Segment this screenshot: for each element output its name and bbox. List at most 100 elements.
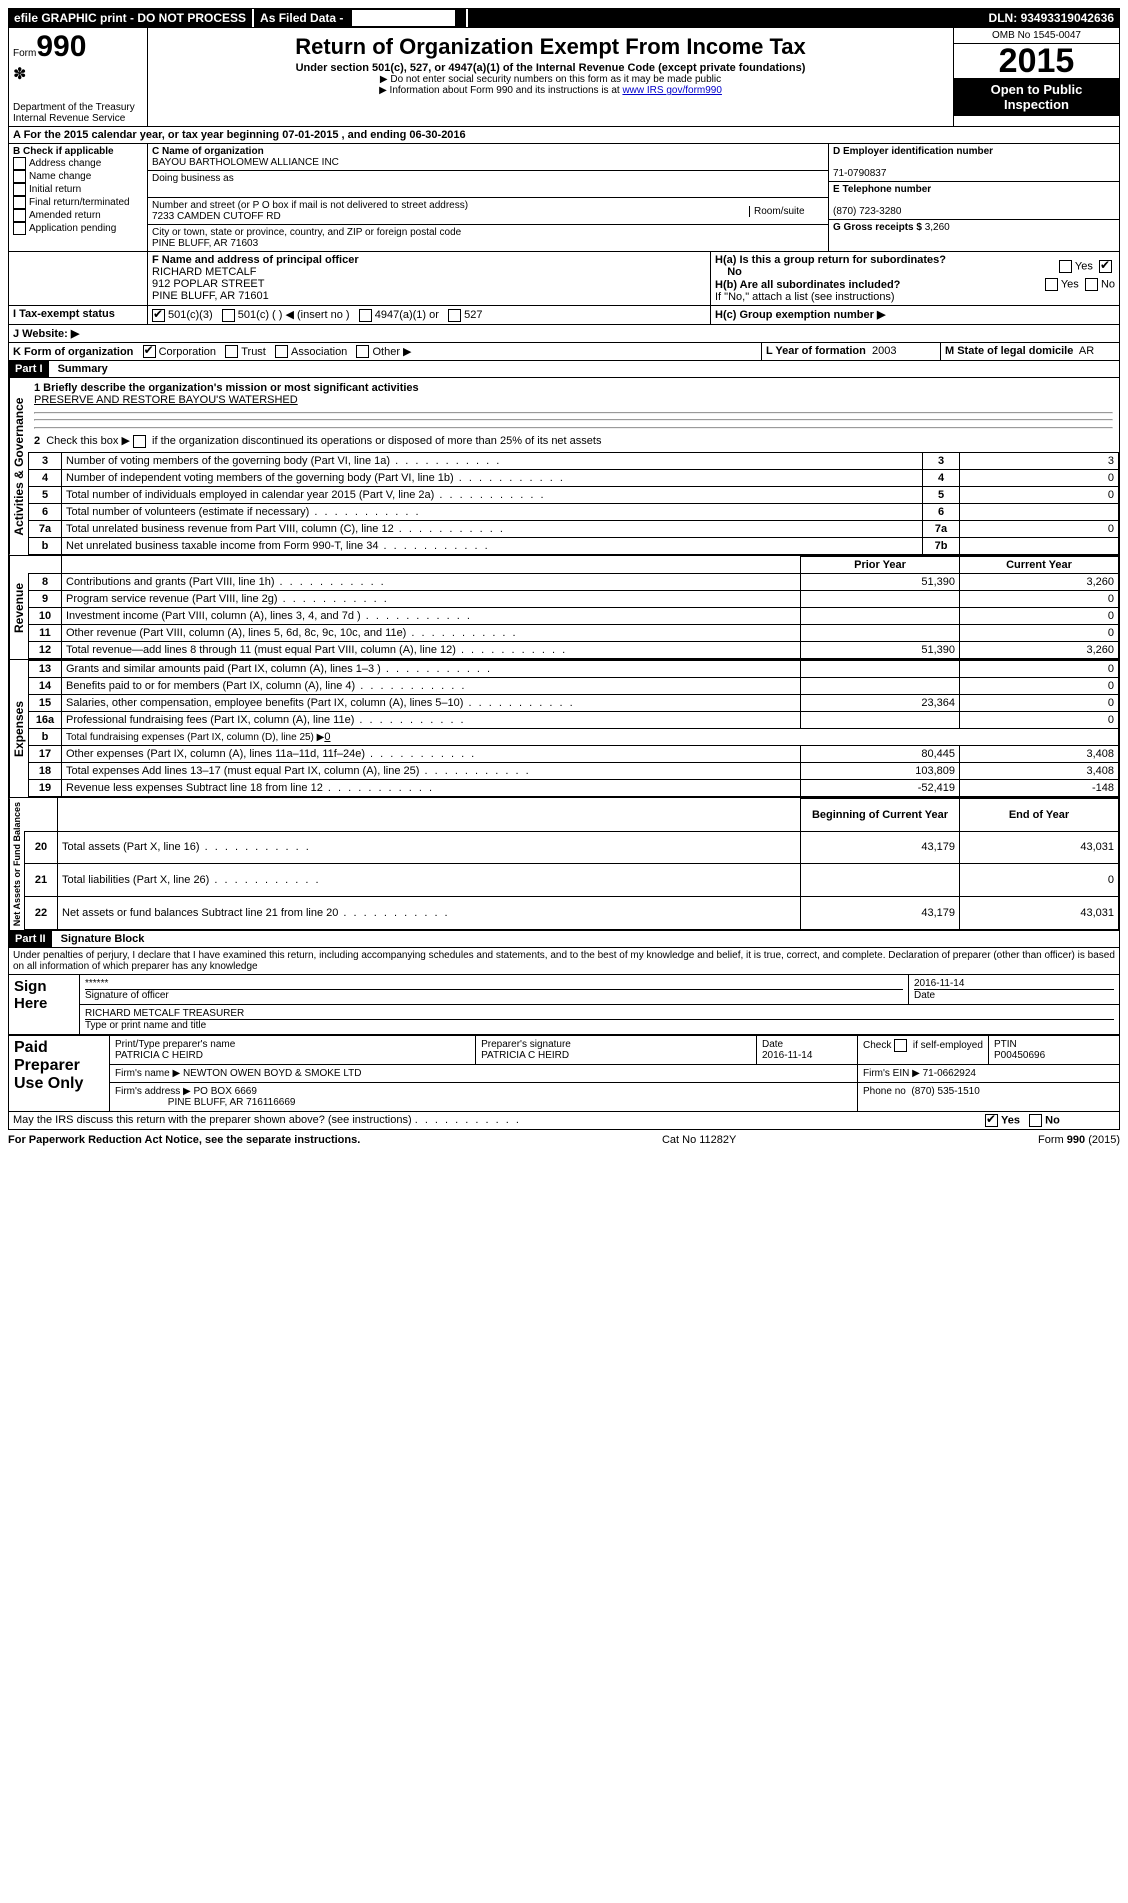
h-a-no: No: [727, 266, 742, 278]
irs-link[interactable]: www IRS gov/form990: [622, 85, 721, 96]
ptin-value: P00450696: [994, 1050, 1045, 1061]
firm-addr-label: Firm's address ▶: [115, 1086, 191, 1097]
527-label: 527: [464, 309, 482, 321]
note-info-pre: ▶ Information about Form 990 and its ins…: [379, 85, 622, 96]
city-state-zip: PINE BLUFF, AR 71603: [152, 238, 258, 249]
room-label: Room/suite: [754, 206, 805, 217]
side-net: Net Assets or Fund Balances: [9, 798, 24, 930]
line-a-end: 06-30-2016: [409, 129, 465, 141]
footer: For Paperwork Reduction Act Notice, see …: [8, 1130, 1120, 1146]
section-bcd: B Check if applicable Address changeName…: [8, 144, 1120, 252]
box-deg: D Employer identification number 71-0790…: [828, 144, 1119, 251]
p1-l1: 1 Briefly describe the organization's mi…: [34, 382, 419, 394]
officer-street: 912 POPLAR STREET: [152, 278, 265, 290]
footer-mid: Cat No 11282Y: [662, 1134, 736, 1146]
box-k-label: K Form of organization: [13, 346, 133, 358]
501c-box[interactable]: [222, 309, 235, 322]
subtitle: Under section 501(c), 527, or 4947(a)(1)…: [152, 62, 949, 74]
box-b-header: B Check if applicable: [13, 146, 143, 157]
note-ssn: ▶ Do not enter social security numbers o…: [152, 74, 949, 85]
dept-treasury: Department of the Treasury: [13, 102, 143, 113]
box-b-item: Name change: [13, 170, 143, 183]
efile-text: efile GRAPHIC print - DO NOT PROCESS: [8, 9, 254, 27]
main-title: Return of Organization Exempt From Incom…: [152, 34, 949, 60]
firm-ein-label: Firm's EIN ▶: [863, 1068, 920, 1079]
discuss-row: May the IRS discuss this return with the…: [8, 1112, 1120, 1130]
prep-sig-label: Preparer's signature: [481, 1039, 571, 1050]
phone-value: (870) 723-3280: [833, 206, 901, 217]
officer-city: PINE BLUFF, AR 71601: [152, 290, 269, 302]
dln: DLN: 93493319042636: [983, 9, 1120, 27]
h-b-no-box[interactable]: [1085, 278, 1098, 291]
assoc-box[interactable]: [275, 345, 288, 358]
h-a-yes: Yes: [1075, 260, 1093, 272]
self-emp-box[interactable]: [894, 1039, 907, 1052]
side-exp: Expenses: [9, 660, 28, 797]
part1-title: Summary: [52, 361, 114, 377]
note-info: ▶ Information about Form 990 and its ins…: [152, 85, 949, 96]
box-b-item: Initial return: [13, 183, 143, 196]
part1-exp: Expenses 13Grants and similar amounts pa…: [8, 660, 1120, 798]
corp-box[interactable]: [143, 345, 156, 358]
part2-title: Signature Block: [55, 931, 151, 947]
title-row: Form990 ✽ Department of the Treasury Int…: [8, 28, 1120, 127]
sig-date: 2016-11-14: [914, 978, 1114, 989]
net-table: Beginning of Current YearEnd of Year20To…: [24, 798, 1119, 930]
box-m-label: M State of legal domicile: [945, 345, 1073, 357]
discuss-no: No: [1045, 1114, 1060, 1126]
4947-box[interactable]: [359, 309, 372, 322]
other-box[interactable]: [356, 345, 369, 358]
ein-label: D Employer identification number: [833, 146, 993, 157]
box-c: C Name of organization BAYOU BARTHOLOMEW…: [148, 144, 828, 251]
title-center: Return of Organization Exempt From Incom…: [148, 28, 953, 126]
firm-addr2: PINE BLUFF, AR 716116669: [168, 1097, 296, 1108]
501c3-box[interactable]: [152, 309, 165, 322]
part1-gov: Activities & Governance 1 Briefly descri…: [8, 378, 1120, 556]
h-b-note: If "No," attach a list (see instructions…: [715, 291, 1115, 303]
year-formation: 2003: [872, 345, 896, 357]
section-fh: F Name and address of principal officer …: [8, 252, 1120, 306]
footer-left: For Paperwork Reduction Act Notice, see …: [8, 1134, 360, 1146]
part2-header: Part II Signature Block: [8, 931, 1120, 948]
box-c-label: C Name of organization: [152, 146, 264, 157]
h-a-yes-box[interactable]: [1059, 260, 1072, 273]
4947-label: 4947(a)(1) or: [375, 309, 439, 321]
footer-right: Form 990 (2015): [1038, 1134, 1120, 1146]
part1-rev: Revenue Prior YearCurrent Year8Contribut…: [8, 556, 1120, 660]
part1-header: Part I Summary: [8, 361, 1120, 378]
firm-addr1: PO BOX 6669: [194, 1086, 257, 1097]
form-word: Form: [13, 48, 36, 59]
line-a: A For the 2015 calendar year, or tax yea…: [8, 127, 1120, 144]
section-i: I Tax-exempt status 501(c)(3) 501(c) ( )…: [8, 306, 1120, 325]
discuss-no-box[interactable]: [1029, 1114, 1042, 1127]
h-b-yes-box[interactable]: [1045, 278, 1058, 291]
city-label: City or town, state or province, country…: [152, 227, 461, 238]
box-b-item: Amended return: [13, 209, 143, 222]
form-number: 990: [36, 30, 86, 63]
discuss-text: May the IRS discuss this return with the…: [13, 1114, 412, 1126]
firm-phone-label: Phone no: [863, 1086, 906, 1097]
trust-box[interactable]: [225, 345, 238, 358]
box-b-item: Address change: [13, 157, 143, 170]
discontinued-box[interactable]: [133, 435, 146, 448]
h-a: H(a) Is this a group return for subordin…: [715, 254, 1059, 278]
prep-sig: PATRICIA C HEIRD: [481, 1050, 569, 1061]
sign-table: Sign Here ****** Signature of officer 20…: [8, 975, 1120, 1035]
date-label: Date: [914, 989, 1114, 1001]
street-address: 7233 CAMDEN CUTOFF RD: [152, 211, 281, 222]
ein-value: 71-0790837: [833, 168, 886, 179]
org-name: BAYOU BARTHOLOMEW ALLIANCE INC: [152, 157, 339, 168]
527-box[interactable]: [448, 309, 461, 322]
discuss-yes-box[interactable]: [985, 1114, 998, 1127]
officer-sig-name: RICHARD METCALF TREASURER: [85, 1008, 1114, 1019]
tax-year: 2015: [954, 44, 1119, 78]
501c-label: 501(c) ( ) ◀ (insert no ): [238, 309, 350, 321]
h-b-no: No: [1101, 278, 1115, 290]
h-a-no-box[interactable]: [1099, 260, 1112, 273]
h-a-text: H(a) Is this a group return for subordin…: [715, 254, 946, 266]
title-right: OMB No 1545-0047 2015 Open to Public Ins…: [953, 28, 1119, 126]
phone-label: E Telephone number: [833, 184, 931, 195]
side-gov: Activities & Governance: [9, 378, 28, 555]
open-inspection: Open to Public Inspection: [954, 78, 1119, 116]
efile-header: efile GRAPHIC print - DO NOT PROCESS As …: [8, 8, 1120, 28]
